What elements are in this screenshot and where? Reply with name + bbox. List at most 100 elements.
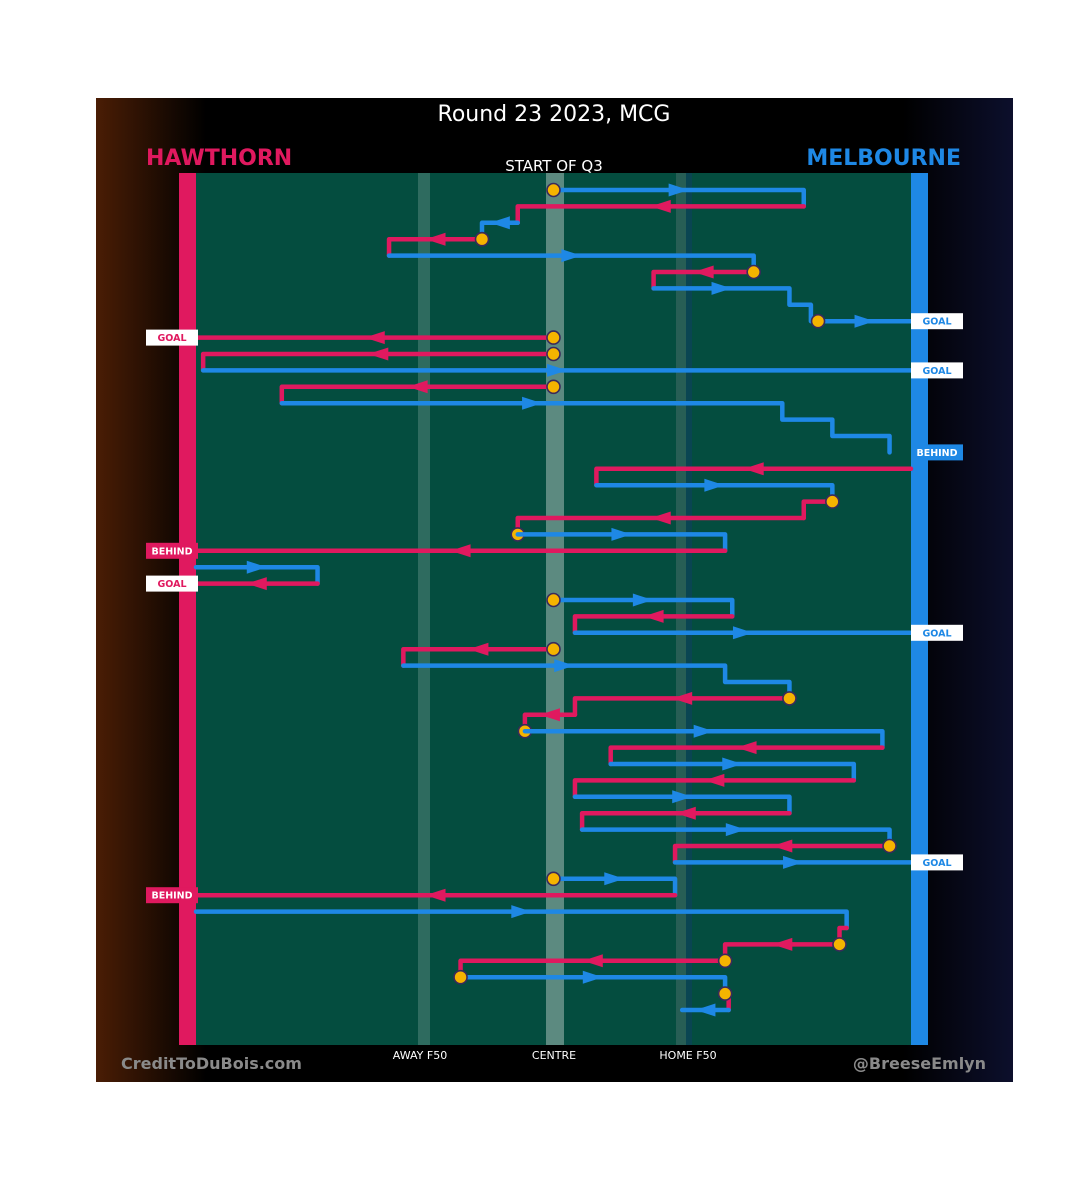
chain-hawthorn bbox=[200, 346, 561, 373]
chain-arrow bbox=[772, 839, 793, 853]
score-badge bbox=[146, 575, 198, 592]
chain-melbourne bbox=[608, 757, 857, 783]
chain-line bbox=[515, 204, 806, 226]
score-badge-label: GOAL bbox=[922, 317, 951, 328]
score-badge-label: GOAL bbox=[922, 858, 951, 869]
chain-arrow bbox=[722, 757, 743, 771]
score-badge-label: BEHIND bbox=[151, 891, 192, 902]
stoppage-marker bbox=[717, 986, 733, 1001]
chain-arrow bbox=[695, 1003, 716, 1017]
chain-arrow bbox=[743, 462, 764, 476]
chain-line bbox=[551, 187, 806, 209]
chain-melbourne: GOAL bbox=[200, 362, 963, 379]
home-f50-edge bbox=[686, 173, 692, 1045]
stoppage-marker bbox=[882, 838, 897, 854]
chain-arrow bbox=[725, 823, 746, 837]
stoppage-marker bbox=[546, 346, 561, 362]
chain-arrow bbox=[368, 347, 389, 361]
chain-arrow bbox=[450, 544, 471, 558]
chain-hawthorn bbox=[572, 609, 735, 636]
chain-melbourne bbox=[572, 790, 792, 816]
stoppage-marker bbox=[782, 691, 797, 706]
chain-arrow bbox=[604, 872, 625, 886]
chain-line bbox=[401, 646, 556, 668]
chain-hawthorn bbox=[401, 641, 561, 668]
chain-hawthorn bbox=[594, 462, 914, 488]
score-badge bbox=[911, 313, 963, 330]
chain-melbourne: GOAL bbox=[572, 624, 963, 641]
chain-arrow bbox=[772, 937, 793, 951]
chain-line bbox=[279, 384, 556, 406]
stoppage-marker bbox=[746, 264, 762, 280]
chain-melbourne bbox=[522, 724, 885, 750]
chain-arrow bbox=[704, 478, 725, 492]
chain-melbourne bbox=[193, 905, 849, 931]
score-badge-label: BEHIND bbox=[151, 546, 192, 557]
credit-left: CreditToDuBois.com bbox=[121, 1054, 302, 1073]
axis-label-away-f50: AWAY F50 bbox=[393, 1049, 447, 1062]
chain-line bbox=[401, 663, 792, 701]
melbourne-team-label: MELBOURNE bbox=[806, 146, 961, 171]
score-badge bbox=[911, 624, 963, 641]
chain-arrow bbox=[246, 560, 267, 574]
chain-arrow bbox=[643, 609, 664, 623]
quarter-label: START OF Q3 bbox=[505, 157, 603, 175]
hawthorn-team-label: HAWTHORN bbox=[146, 146, 292, 171]
chain-arrow bbox=[672, 691, 693, 705]
chain-melbourne bbox=[546, 871, 678, 898]
chain-arrow bbox=[672, 790, 693, 804]
score-badge bbox=[911, 444, 963, 461]
chain-arrow bbox=[425, 888, 446, 902]
chain-arrow bbox=[547, 363, 568, 377]
score-badge bbox=[146, 542, 198, 559]
credit-right: @BreeseEmlyn bbox=[853, 1054, 986, 1073]
chain-line bbox=[522, 728, 885, 750]
away-f50-band bbox=[418, 173, 430, 1045]
chain-arrow bbox=[693, 724, 714, 738]
axis-label-home-f50: HOME F50 bbox=[659, 1049, 716, 1062]
chain-arrow bbox=[539, 708, 560, 722]
stoppage-marker bbox=[546, 871, 561, 887]
chain-hawthorn bbox=[386, 231, 490, 258]
chain-line bbox=[386, 236, 485, 258]
score-badge-label: GOAL bbox=[922, 628, 951, 639]
chain-arrow bbox=[364, 331, 385, 345]
chart-frame: GOAL GOAL GOAL BEHIND BEHIND GOAL GOAL GOAL BEHI… bbox=[96, 98, 1013, 1082]
chain-arrow bbox=[732, 626, 753, 640]
chain-line bbox=[572, 614, 735, 636]
chain-line bbox=[551, 597, 735, 619]
stoppage-marker bbox=[546, 641, 561, 657]
chain-hawthorn bbox=[579, 806, 792, 832]
chain-melbourne: GOAL bbox=[810, 313, 963, 330]
chain-arrow bbox=[854, 314, 875, 328]
chain-line bbox=[594, 466, 914, 488]
chain-hawthorn bbox=[801, 494, 840, 521]
chain-line bbox=[515, 532, 728, 554]
chain-hawthorn bbox=[279, 379, 561, 406]
chain-hawthorn bbox=[672, 838, 897, 865]
chain-arrow bbox=[425, 232, 446, 246]
chain-arrow bbox=[650, 511, 671, 525]
chain-arrow bbox=[554, 659, 575, 673]
chains-layer: GOAL GOAL GOAL BEHIND BEHIND GOAL GOAL GOAL BEHI… bbox=[146, 182, 963, 1017]
chain-arrow bbox=[582, 954, 603, 968]
chain-hawthorn bbox=[510, 511, 806, 542]
score-badge bbox=[146, 329, 198, 346]
score-badge-label: GOAL bbox=[922, 366, 951, 377]
score-badge bbox=[146, 887, 198, 904]
chain-hawthorn bbox=[608, 741, 885, 767]
chain-line bbox=[200, 351, 556, 373]
chain-arrow bbox=[611, 527, 632, 541]
chain-hawthorn: GOAL bbox=[146, 329, 561, 346]
chain-line bbox=[193, 564, 320, 586]
score-badge bbox=[911, 854, 963, 871]
stoppage-marker bbox=[832, 937, 847, 952]
chain-line bbox=[572, 778, 857, 800]
home-f50-band bbox=[676, 173, 686, 1045]
chain-arrow bbox=[511, 905, 532, 919]
chain-line bbox=[572, 794, 792, 816]
chain-arrow bbox=[711, 281, 732, 295]
chain-line bbox=[608, 745, 885, 767]
chain-hawthorn: BEHIND bbox=[146, 887, 678, 904]
chain-melbourne: GOAL bbox=[672, 854, 963, 871]
